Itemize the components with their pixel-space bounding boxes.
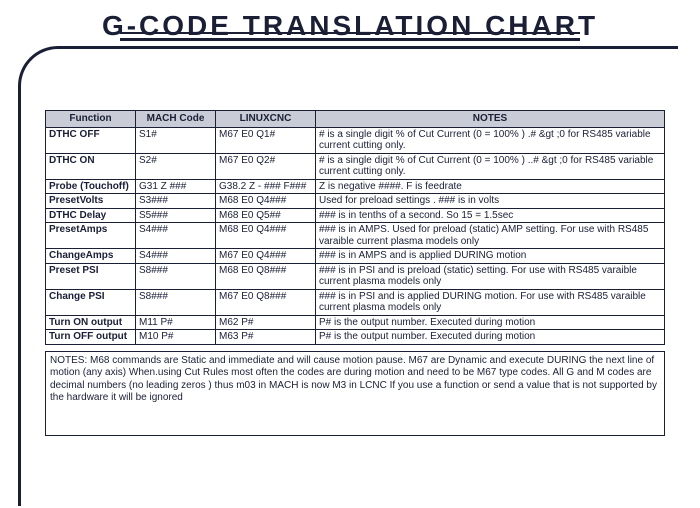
cell-mach: S4### — [136, 249, 216, 264]
cell-lcnc: M67 E0 Q8### — [216, 289, 316, 315]
cell-function: DTHC ON — [46, 153, 136, 179]
table-row: Turn OFF outputM10 P#M63 P#P# is the out… — [46, 330, 665, 345]
cell-function: Preset PSI — [46, 263, 136, 289]
cell-notes: ### is in AMPS. Used for preload (static… — [316, 223, 665, 249]
cell-function: Change PSI — [46, 289, 136, 315]
cell-lcnc: M68 E0 Q5## — [216, 208, 316, 223]
table-row: DTHC OFFS1#M67 E0 Q1## is a single digit… — [46, 127, 665, 153]
cell-lcnc: G38.2 Z - ### F### — [216, 179, 316, 194]
cell-notes: ### is in AMPS and is applied DURING mot… — [316, 249, 665, 264]
cell-notes: # is a single digit % of Cut Current (0 … — [316, 127, 665, 153]
cell-notes: # is a single digit % of Cut Current (0 … — [316, 153, 665, 179]
table-row: PresetVoltsS3###M68 E0 Q4###Used for pre… — [46, 194, 665, 209]
cell-function: Turn OFF output — [46, 330, 136, 345]
table-body: DTHC OFFS1#M67 E0 Q1## is a single digit… — [46, 127, 665, 344]
notes-block: NOTES: M68 commands are Static and immed… — [45, 351, 665, 436]
cell-mach: S2# — [136, 153, 216, 179]
table-row: Probe (Touchoff)G31 Z ###G38.2 Z - ### F… — [46, 179, 665, 194]
cell-notes: Z is negative ####. F is feedrate — [316, 179, 665, 194]
cell-function: PresetAmps — [46, 223, 136, 249]
cell-mach: S1# — [136, 127, 216, 153]
table-header-row: Function MACH Code LINUXCNC NOTES — [46, 111, 665, 128]
content-area: Function MACH Code LINUXCNC NOTES DTHC O… — [45, 110, 665, 436]
cell-lcnc: M67 E0 Q4### — [216, 249, 316, 264]
cell-mach: S4### — [136, 223, 216, 249]
cell-mach: M10 P# — [136, 330, 216, 345]
col-notes: NOTES — [316, 111, 665, 128]
table-row: Change PSIS8###M67 E0 Q8###### is in PSI… — [46, 289, 665, 315]
col-linuxcnc: LINUXCNC — [216, 111, 316, 128]
cell-mach: S8### — [136, 289, 216, 315]
page: G-CODE TRANSLATION CHART Function MACH C… — [0, 0, 700, 508]
col-mach-code: MACH Code — [136, 111, 216, 128]
cell-mach: G31 Z ### — [136, 179, 216, 194]
cell-lcnc: M68 E0 Q8### — [216, 263, 316, 289]
cell-lcnc: M67 E0 Q1# — [216, 127, 316, 153]
table-row: PresetAmpsS4###M68 E0 Q4###### is in AMP… — [46, 223, 665, 249]
cell-mach: S5### — [136, 208, 216, 223]
cell-notes: P# is the output number. Executed during… — [316, 315, 665, 330]
table-row: DTHC ONS2#M67 E0 Q2## is a single digit … — [46, 153, 665, 179]
cell-notes: Used for preload settings . ### is in vo… — [316, 194, 665, 209]
cell-lcnc: M68 E0 Q4### — [216, 194, 316, 209]
cell-notes: ### is in PSI and is applied DURING moti… — [316, 289, 665, 315]
cell-lcnc: M62 P# — [216, 315, 316, 330]
cell-notes: P# is the output number. Executed during… — [316, 330, 665, 345]
table-row: Preset PSIS8###M68 E0 Q8###### is in PSI… — [46, 263, 665, 289]
gcode-table: Function MACH Code LINUXCNC NOTES DTHC O… — [45, 110, 665, 345]
cell-function: Probe (Touchoff) — [46, 179, 136, 194]
cell-function: DTHC OFF — [46, 127, 136, 153]
title-underline-bottom — [120, 38, 580, 41]
table-row: Turn ON outputM11 P#M62 P#P# is the outp… — [46, 315, 665, 330]
cell-notes: ### is in PSI and is preload (static) se… — [316, 263, 665, 289]
cell-function: PresetVolts — [46, 194, 136, 209]
cell-lcnc: M68 E0 Q4### — [216, 223, 316, 249]
table-row: DTHC DelayS5###M68 E0 Q5##### is in tent… — [46, 208, 665, 223]
title-underline-top — [120, 32, 580, 34]
cell-function: DTHC Delay — [46, 208, 136, 223]
cell-mach: S8### — [136, 263, 216, 289]
cell-function: ChangeAmps — [46, 249, 136, 264]
cell-lcnc: M67 E0 Q2# — [216, 153, 316, 179]
col-function: Function — [46, 111, 136, 128]
table-row: ChangeAmpsS4###M67 E0 Q4###### is in AMP… — [46, 249, 665, 264]
cell-lcnc: M63 P# — [216, 330, 316, 345]
cell-mach: M11 P# — [136, 315, 216, 330]
cell-function: Turn ON output — [46, 315, 136, 330]
cell-notes: ### is in tenths of a second. So 15 = 1.… — [316, 208, 665, 223]
cell-mach: S3### — [136, 194, 216, 209]
